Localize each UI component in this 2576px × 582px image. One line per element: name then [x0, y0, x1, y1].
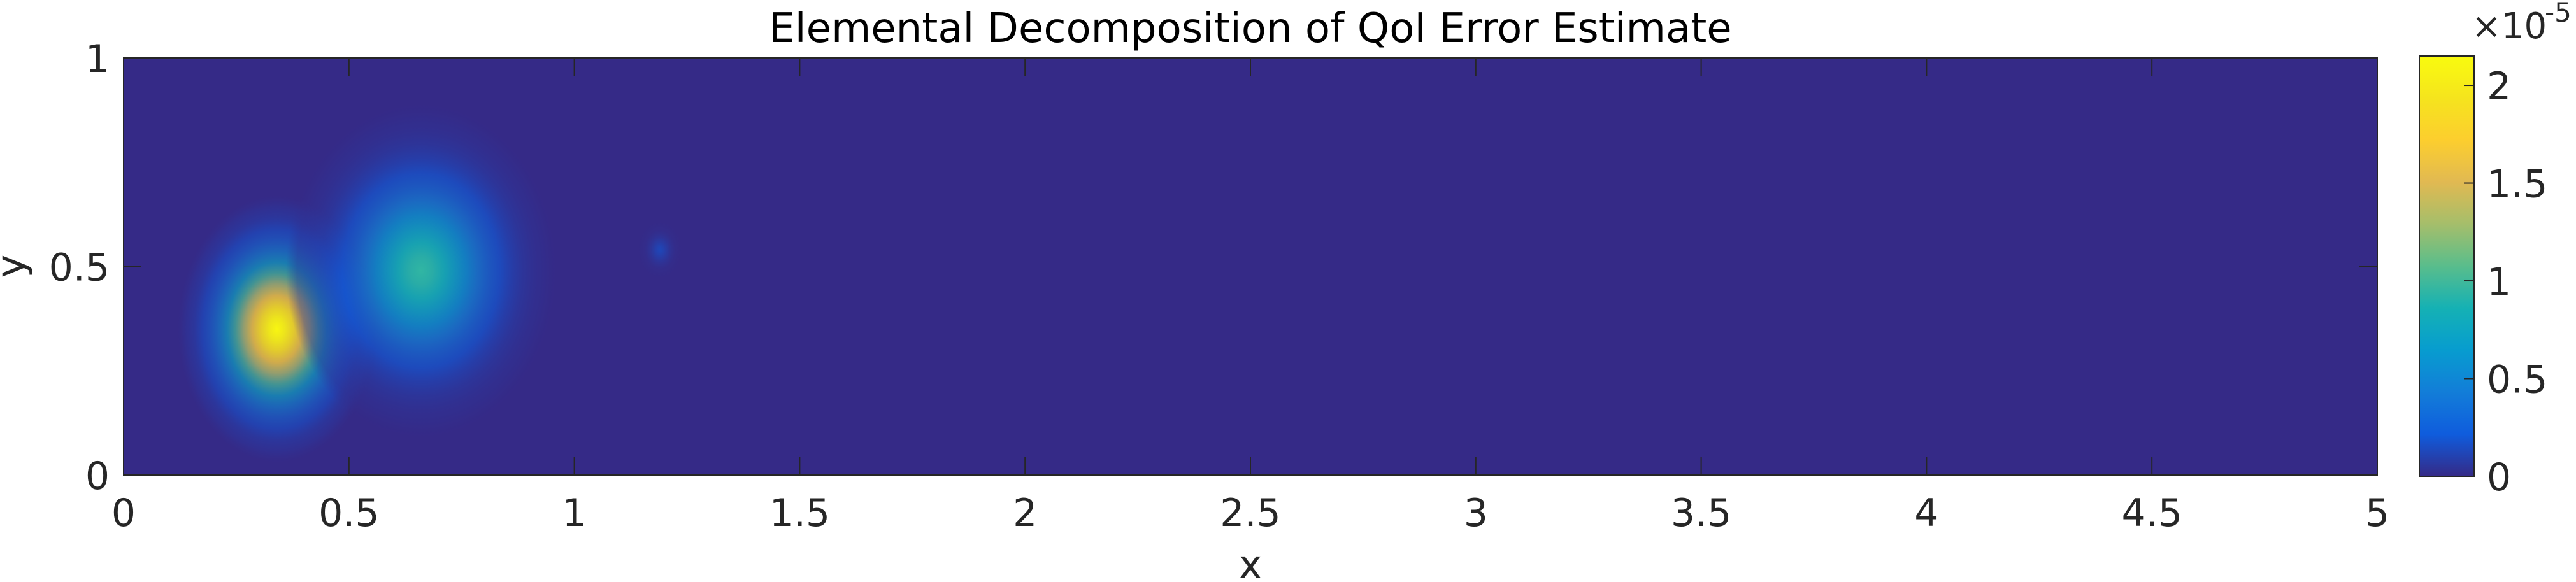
plot-area: [124, 58, 2377, 475]
colorbar: 0 0.5 1 1.5 2: [2419, 55, 2547, 500]
y-tick-label: 1: [85, 37, 110, 82]
colorbar-tick-label: 1: [2487, 260, 2511, 304]
colorbar-exponent-base: ×10: [2472, 6, 2547, 47]
x-tick-label: 0.5: [318, 491, 379, 536]
x-tick-label: 2.5: [1220, 491, 1280, 536]
x-tick-label: 0: [111, 491, 136, 536]
colorbar-exponent-power: -5: [2545, 0, 2572, 28]
x-axis-label: x: [1239, 541, 1263, 582]
chart-title: Elemental Decomposition of QoI Error Est…: [769, 5, 1731, 52]
x-tick-label: 2: [1013, 491, 1037, 536]
colorbar-tick-label: 2: [2487, 64, 2511, 109]
field-feature: [285, 104, 557, 438]
colorbar-tick-label: 0: [2487, 455, 2511, 500]
colorbar-tick-label: 1.5: [2487, 162, 2547, 207]
y-tick-label: 0.5: [49, 246, 110, 290]
x-axis: 0 0.5 1 1.5 2 2.5 3 3.5 4 4.5 5: [111, 58, 2389, 536]
x-tick-label: 3: [1464, 491, 1488, 536]
colorbar-tick-label: 0.5: [2487, 358, 2547, 402]
field-feature: [637, 220, 683, 280]
x-tick-label: 1: [562, 491, 587, 536]
x-tick-label: 4: [1914, 491, 1938, 536]
x-tick-label: 3.5: [1671, 491, 1731, 536]
y-axis: 00.51: [49, 37, 2377, 499]
y-axis-label: y: [0, 255, 34, 278]
colorbar-gradient: [2419, 55, 2475, 477]
x-tick-label: 1.5: [769, 491, 830, 536]
y-tick-label: 0: [85, 454, 110, 499]
x-tick-label: 5: [2365, 491, 2389, 536]
x-tick-label: 4.5: [2121, 491, 2182, 536]
